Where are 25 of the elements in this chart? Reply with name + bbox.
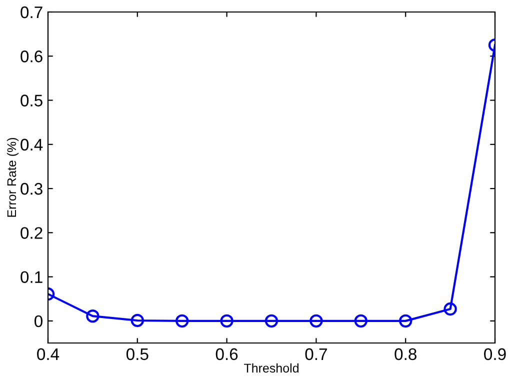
y-tick-label: 0 xyxy=(34,315,42,328)
x-axis-title: Threshold xyxy=(244,363,298,373)
x-tick-label: 0.5 xyxy=(126,348,148,360)
y-tick-label: 0.4 xyxy=(20,138,43,151)
y-axis-title: Error Rate (%) xyxy=(6,138,19,217)
y-tick-label: 0.2 xyxy=(20,227,42,239)
point xyxy=(86,309,100,323)
point xyxy=(176,314,189,328)
x-tick-label: 0.4 xyxy=(37,348,60,360)
x-tick-label: 0.6 xyxy=(216,348,238,360)
point xyxy=(264,314,278,328)
point xyxy=(399,314,412,328)
x-tick-label: 0.8 xyxy=(394,348,416,360)
y-tick-label: 0.7 xyxy=(20,6,42,18)
y-tick-label: 0.3 xyxy=(20,182,42,195)
point xyxy=(220,314,234,328)
x-tick-label: 0.9 xyxy=(484,348,506,360)
y-tick-label: 0.1 xyxy=(20,271,42,284)
x-tick-label: 0.7 xyxy=(305,348,327,360)
y-tick-label: 0.5 xyxy=(20,94,42,106)
y-tick-label: 0.6 xyxy=(20,50,42,62)
point xyxy=(354,314,368,328)
point xyxy=(310,314,323,328)
point xyxy=(130,314,144,328)
point xyxy=(444,302,457,316)
